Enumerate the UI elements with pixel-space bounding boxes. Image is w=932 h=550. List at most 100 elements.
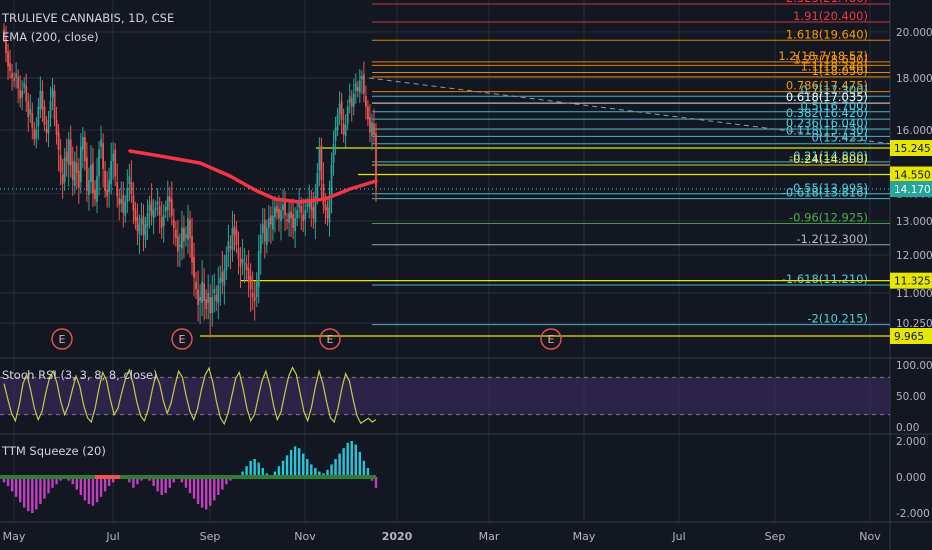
candle-body: [362, 74, 365, 94]
price-level-badge-label: 11.325: [894, 276, 931, 288]
symbol-title: TRULIEVE CANNABIS, 1D, CSE: [2, 11, 175, 25]
ttm-squeeze-bar: [374, 477, 378, 488]
ttm-squeeze-bar: [184, 477, 188, 488]
candle-body: [71, 161, 74, 181]
candle-body: [116, 182, 119, 197]
price-tick-label: 10.250: [896, 318, 932, 330]
candle-body: [360, 78, 363, 80]
candle-body: [37, 106, 40, 127]
current-price-badge: [890, 181, 932, 197]
candle-body: [162, 215, 165, 227]
ttm-squeeze-bar: [314, 468, 317, 477]
ttm-squeeze-bar: [289, 450, 293, 477]
candle-body: [326, 207, 329, 219]
ttm-squeeze-bar: [362, 460, 366, 477]
ttm-squeeze-bar: [91, 477, 95, 506]
candle-body: [170, 199, 173, 216]
stoch-rsi-legend: Stoch RSI (3, 3, 8, 8, close): [2, 368, 158, 382]
ttm-squeeze-bar: [35, 477, 38, 510]
ttm-squeeze-bar: [221, 477, 224, 490]
ttm-squeeze-bar: [192, 477, 196, 499]
ttm-squeeze-bar: [87, 477, 91, 504]
trend-projection-line: [359, 76, 891, 145]
candle-body: [249, 275, 252, 290]
candle-body: [233, 226, 236, 235]
ttm-squeeze-bar: [79, 477, 83, 495]
ttm-squeeze-bar: [172, 477, 176, 483]
candle-body: [23, 83, 26, 88]
candle-body: [21, 91, 24, 98]
candle-body: [77, 170, 80, 188]
candle-body: [156, 201, 159, 205]
candle-body: [367, 106, 369, 120]
ttm-squeeze-bar: [156, 477, 159, 492]
candle-body: [53, 91, 56, 120]
candle-body: [237, 248, 240, 259]
ttm-squeeze-bar: [257, 462, 260, 477]
candle-body: [225, 255, 228, 271]
candle-body: [195, 281, 197, 290]
candle-body: [5, 37, 7, 53]
candle-body: [132, 195, 135, 211]
candle-body: [168, 196, 171, 202]
candle-body: [217, 285, 220, 303]
candle-body: [338, 104, 341, 115]
candle-body: [90, 164, 92, 183]
ttm-squeeze-bar: [71, 477, 74, 485]
candle-body: [320, 145, 323, 181]
ttm-squeeze-bar: [358, 451, 362, 477]
fib-level-label: -1.618(11.210): [782, 272, 868, 286]
candle-body: [187, 218, 189, 240]
candle-body: [67, 139, 70, 165]
candle-body: [257, 251, 260, 288]
candle-body: [342, 123, 345, 135]
fib-level-label: 0(15.425): [811, 131, 868, 145]
candle-body: [288, 212, 290, 223]
candle-body: [191, 236, 193, 263]
candle-body: [83, 137, 86, 162]
fib-level-label: 1.1(18.240): [800, 59, 868, 73]
candle-body: [314, 196, 317, 223]
candle-body: [316, 172, 319, 198]
candle-body: [110, 161, 113, 185]
candle-body: [152, 210, 155, 219]
stoch-rsi-tick-label: 0.00: [896, 422, 919, 434]
candle-body: [19, 89, 22, 99]
candle-body: [356, 87, 359, 91]
candle-body: [140, 218, 143, 225]
candle-body: [178, 244, 181, 247]
candle-body: [280, 210, 282, 221]
candle-body: [284, 201, 286, 216]
candle-body: [183, 227, 185, 242]
candle-body: [45, 128, 48, 133]
ttm-squeeze-bar: [241, 471, 244, 477]
candle-body: [102, 143, 104, 169]
candle-body: [138, 224, 141, 235]
candle-body: [312, 207, 315, 219]
candle-body: [114, 149, 117, 177]
ttm-squeeze-bar: [75, 477, 78, 490]
ttm-squeeze-bar: [253, 459, 256, 477]
fib-level-label: 1(18.050): [811, 64, 868, 78]
ttm-squeeze-bar: [273, 471, 277, 477]
candle-body: [354, 83, 357, 91]
price-level-badge-label: 9.965: [894, 331, 924, 343]
candle-body: [263, 219, 266, 242]
ttm-squeeze-bar: [366, 468, 370, 477]
candle-body: [29, 109, 32, 115]
earnings-marker: [540, 328, 562, 350]
ema-legend: EMA (200, close): [2, 30, 99, 44]
stoch-rsi-tick-label: 50.00: [896, 391, 926, 403]
ttm-squeeze-bar: [200, 477, 204, 508]
ttm-squeeze-bar: [196, 477, 200, 504]
candle-body: [269, 215, 272, 225]
candle-body: [298, 201, 301, 208]
candle-body: [286, 219, 288, 221]
earnings-marker-label: E: [548, 333, 555, 346]
candle-body: [142, 215, 145, 235]
price-tick-label: 11.000: [896, 288, 932, 300]
candle-body: [160, 216, 163, 228]
candle-body: [134, 208, 137, 221]
